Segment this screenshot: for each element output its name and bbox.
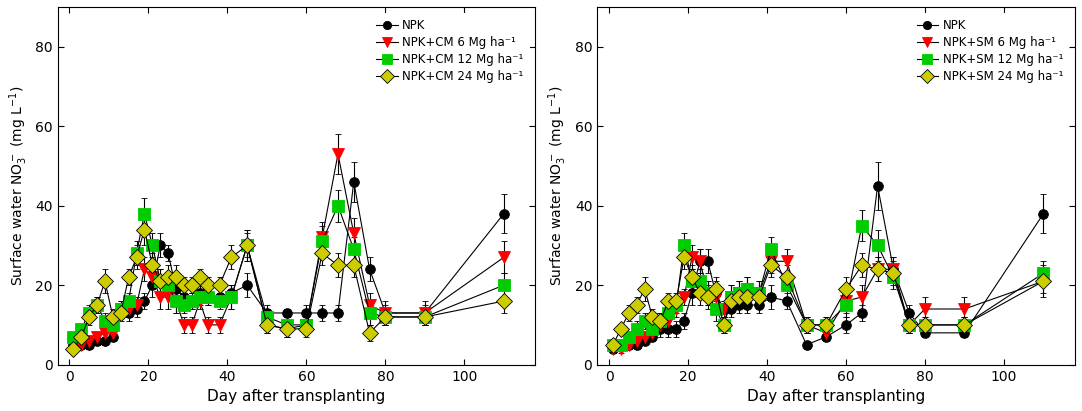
Legend: NPK, NPK+SM 6 Mg ha⁻¹, NPK+SM 12 Mg ha⁻¹, NPK+SM 24 Mg ha⁻¹: NPK, NPK+SM 6 Mg ha⁻¹, NPK+SM 12 Mg ha⁻¹… [911, 13, 1069, 89]
Y-axis label: Surface water NO$_3^-$ (mg L$^{-1}$): Surface water NO$_3^-$ (mg L$^{-1}$) [6, 85, 29, 286]
X-axis label: Day after transplanting: Day after transplanting [747, 389, 925, 404]
X-axis label: Day after transplanting: Day after transplanting [208, 389, 385, 404]
Y-axis label: Surface water NO$_3^-$ (mg L$^{-1}$): Surface water NO$_3^-$ (mg L$^{-1}$) [546, 85, 569, 286]
Legend: NPK, NPK+CM 6 Mg ha⁻¹, NPK+CM 12 Mg ha⁻¹, NPK+CM 24 Mg ha⁻¹: NPK, NPK+CM 6 Mg ha⁻¹, NPK+CM 12 Mg ha⁻¹… [370, 13, 529, 89]
